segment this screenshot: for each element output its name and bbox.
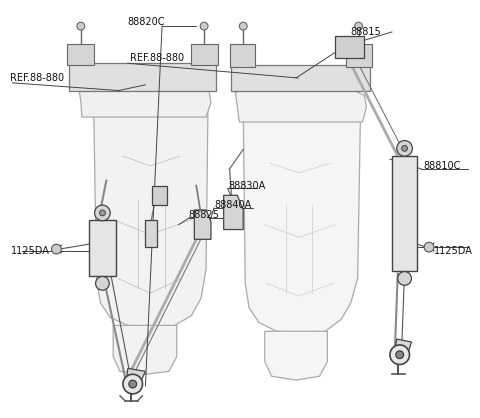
Circle shape — [396, 351, 404, 359]
Polygon shape — [243, 107, 360, 333]
Circle shape — [200, 22, 208, 30]
Polygon shape — [392, 156, 417, 270]
Circle shape — [96, 276, 109, 290]
Circle shape — [51, 244, 61, 254]
Circle shape — [123, 374, 143, 394]
Polygon shape — [152, 186, 167, 205]
Circle shape — [424, 242, 434, 252]
Polygon shape — [79, 83, 211, 117]
Circle shape — [129, 380, 137, 388]
Polygon shape — [335, 36, 364, 59]
Text: REF.88-880: REF.88-880 — [130, 54, 184, 64]
Polygon shape — [69, 63, 216, 91]
Text: 88830A: 88830A — [228, 181, 266, 191]
Circle shape — [95, 205, 110, 221]
Circle shape — [99, 210, 105, 216]
Text: REF.88-880: REF.88-880 — [11, 73, 65, 83]
Text: 88820C: 88820C — [128, 17, 165, 27]
Text: 88825: 88825 — [189, 210, 219, 220]
Text: 1125DA: 1125DA — [434, 246, 473, 256]
Polygon shape — [145, 220, 157, 247]
Circle shape — [398, 272, 411, 285]
Polygon shape — [346, 44, 372, 67]
Polygon shape — [113, 325, 177, 374]
Polygon shape — [229, 44, 255, 67]
Circle shape — [240, 22, 247, 30]
Circle shape — [397, 140, 412, 156]
Polygon shape — [265, 331, 327, 380]
Polygon shape — [126, 368, 145, 384]
Text: 88840A: 88840A — [214, 200, 251, 210]
Polygon shape — [94, 102, 208, 327]
Circle shape — [77, 22, 85, 30]
Text: 88810C: 88810C — [423, 161, 460, 171]
Circle shape — [355, 22, 362, 30]
Polygon shape — [67, 44, 94, 65]
Polygon shape — [194, 210, 211, 240]
Text: 1125DA: 1125DA — [11, 246, 49, 256]
Polygon shape — [394, 339, 411, 355]
Polygon shape — [192, 44, 218, 65]
Polygon shape — [224, 195, 243, 229]
Polygon shape — [235, 87, 366, 122]
Polygon shape — [89, 220, 116, 276]
Circle shape — [402, 145, 408, 151]
Polygon shape — [231, 65, 371, 91]
Text: 88815: 88815 — [351, 27, 382, 37]
Circle shape — [390, 345, 409, 364]
